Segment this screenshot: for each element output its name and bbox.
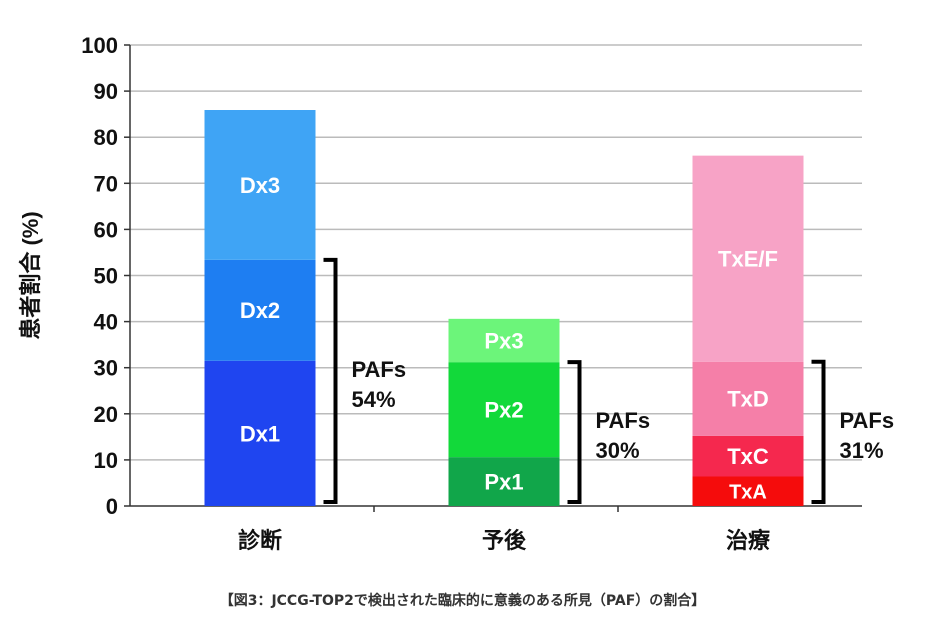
bar-segment-txc xyxy=(692,435,804,477)
y-tick-label: 80 xyxy=(94,125,118,150)
y-tick-label: 70 xyxy=(94,171,118,196)
y-tick-label: 50 xyxy=(94,264,118,289)
x-tick-label: 予後 xyxy=(482,528,527,553)
segment-label: TxE/F xyxy=(718,247,778,272)
y-tick-label: 40 xyxy=(94,310,118,335)
pafs-percent: 30% xyxy=(596,438,640,463)
pafs-percent: 31% xyxy=(840,438,884,463)
segment-label: Px2 xyxy=(484,398,523,423)
pafs-bracket xyxy=(323,257,338,504)
pafs-bracket xyxy=(567,360,582,504)
stacked-bar-chart: 0 10 20 30 40 50 60 70 80 90 100 患者割合 (%) Dx1 Dx2 Dx3 診… xyxy=(18,33,895,553)
y-tick-label: 100 xyxy=(81,33,118,58)
figure-caption: 【図3：JCCG-TOP2で検出された臨床的に意義のある所見（PAF）の割合】 xyxy=(219,593,706,609)
bar-segment-px1 xyxy=(448,457,560,506)
pafs-label: PAFs xyxy=(596,408,651,433)
y-tick-label: 30 xyxy=(94,356,118,381)
y-tick-label: 0 xyxy=(106,494,118,519)
pafs-label: PAFs xyxy=(840,408,895,433)
segment-label: Px1 xyxy=(484,469,523,494)
y-tick-label: 10 xyxy=(94,448,118,473)
segment-label: Dx3 xyxy=(240,173,280,198)
segment-label: Dx1 xyxy=(240,421,280,446)
bar-segment-txd xyxy=(692,361,804,436)
x-tick-label: 治療 xyxy=(726,528,770,553)
segment-label: Dx2 xyxy=(240,298,280,323)
bar-segment-txe-f xyxy=(692,155,804,362)
segment-label: TxD xyxy=(727,387,769,412)
pafs-percent: 54% xyxy=(352,387,396,412)
y-tick-label: 60 xyxy=(94,217,118,242)
pafs-bracket xyxy=(811,359,826,504)
pafs-label: PAFs xyxy=(352,357,407,382)
bar-segment-px3 xyxy=(448,318,560,363)
y-axis-label: 患者割合 (%) xyxy=(18,211,43,339)
bar-segment-dx2 xyxy=(204,259,316,361)
segment-label: Px3 xyxy=(484,328,523,353)
bar-segment-dx1 xyxy=(204,360,316,506)
bar-segment-txa xyxy=(692,476,804,506)
y-tick-label: 20 xyxy=(94,402,118,427)
x-tick-label: 診断 xyxy=(238,528,282,553)
bar-segment-dx3 xyxy=(204,110,316,260)
y-tick-label: 90 xyxy=(94,79,118,104)
segment-label: TxA xyxy=(729,481,767,503)
segment-label: TxC xyxy=(727,444,769,469)
bar-segment-px2 xyxy=(448,362,560,458)
